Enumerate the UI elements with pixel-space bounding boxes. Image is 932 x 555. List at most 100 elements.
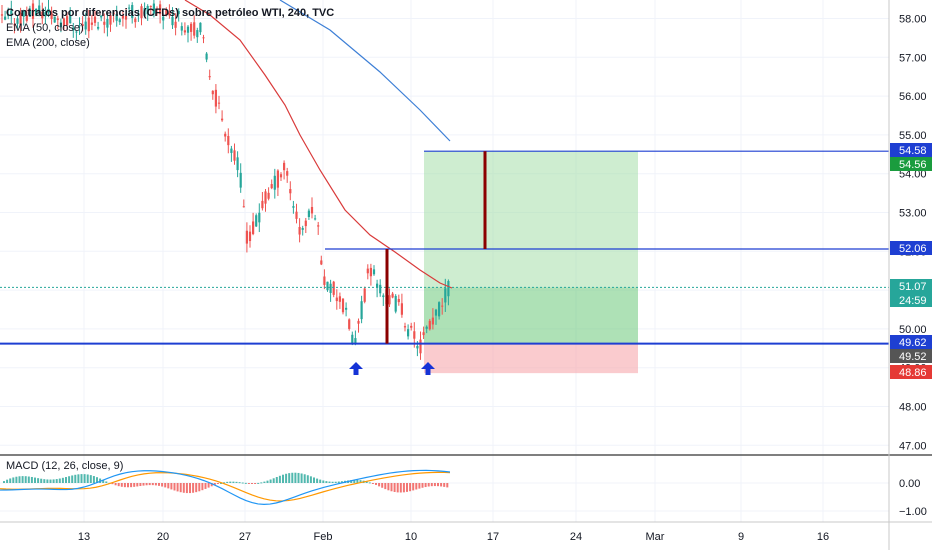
candle-body [16, 18, 19, 24]
macd-hist-bar [210, 483, 213, 487]
candle-body [320, 260, 323, 265]
macd-hist-bar [421, 483, 424, 488]
candle-body [425, 326, 428, 329]
candle-body [162, 16, 165, 21]
candle-body [447, 281, 450, 297]
candle-body [379, 284, 382, 294]
candle-body [391, 293, 394, 298]
candle-body [252, 221, 255, 235]
candle-body [335, 297, 338, 302]
candle-body [214, 89, 217, 107]
macd-hist-bar [49, 479, 52, 483]
x-tick-label: 17 [487, 531, 499, 543]
candle-body [152, 3, 155, 14]
macd-hist-bar [254, 483, 257, 484]
macd-hist-bar [306, 475, 309, 483]
macd-hist-bar [111, 483, 114, 485]
candle-body [4, 16, 7, 20]
macd-hist-bar [319, 479, 322, 483]
candle-body [59, 22, 62, 28]
macd-hist-bar [216, 483, 219, 484]
x-tick-label: 20 [157, 531, 169, 543]
macd-y-tick-label: 0.00 [899, 478, 920, 490]
candle-body [131, 5, 134, 18]
candle-body [28, 8, 31, 17]
macd-hist-bar [74, 474, 77, 483]
candle-body [341, 298, 345, 313]
price-label: 49.62 [899, 337, 927, 349]
candle-body [419, 339, 422, 354]
candle-body [394, 295, 397, 312]
candle-body [410, 325, 413, 328]
candle-body [93, 16, 97, 23]
macd-hist-bar [46, 479, 49, 483]
macd-hist-bar [282, 474, 284, 483]
candle-body [363, 288, 366, 302]
macd-hist-bar [350, 480, 353, 483]
macd-hist-bar [83, 474, 86, 483]
macd-hist-bar [102, 479, 105, 483]
candle-body [103, 21, 106, 25]
macd-hist-bar [133, 483, 136, 487]
candle-body [53, 16, 56, 23]
y-tick-label: 50.00 [899, 324, 927, 336]
profit-zone-filled [424, 287, 638, 344]
candle-body [165, 9, 168, 16]
macd-hist-bar [145, 483, 148, 486]
macd-hist-bar [446, 483, 449, 488]
macd-hist-bar [275, 477, 278, 483]
candle-body [186, 26, 190, 33]
candle-body [41, 11, 44, 19]
macd-hist-bar [356, 479, 359, 483]
candle-body [121, 15, 124, 19]
macd-hist-bar [257, 482, 260, 484]
candle-body [400, 303, 403, 315]
macd-hist-bar [55, 479, 58, 483]
candle-body [382, 295, 385, 298]
up-arrow-icon [421, 362, 435, 375]
macd-hist-bar [43, 479, 46, 483]
macd-hist-bar [213, 483, 216, 486]
macd-hist-bar [195, 483, 198, 493]
candle-body [140, 6, 143, 19]
macd-hist-bar [21, 476, 24, 483]
candle-body [416, 345, 419, 349]
up-arrow-icon [349, 362, 363, 375]
candle-body [196, 30, 199, 38]
candle-body [310, 206, 314, 214]
candle-body [100, 15, 103, 18]
x-tick-label: 24 [570, 531, 582, 543]
macd-hist-bar [260, 482, 263, 484]
candle-body [10, 10, 13, 15]
candle-body [202, 37, 205, 39]
macd-hist-bar [182, 483, 185, 493]
macd-hist-bar [278, 475, 281, 483]
candle-body [283, 162, 286, 171]
macd-line [0, 469, 451, 506]
price-label-box [890, 143, 932, 157]
candle-body [56, 18, 59, 21]
candle-body [369, 267, 372, 277]
candle-body [431, 317, 434, 325]
macd-hist-bar [226, 481, 229, 483]
y-tick-label: 47.00 [899, 440, 927, 452]
macd-hist-bar [309, 476, 312, 483]
candle-body [180, 26, 183, 31]
candle-body [62, 18, 66, 27]
macd-hist-bar [424, 483, 427, 488]
macd-hist-bar [412, 483, 415, 491]
candle-body [124, 15, 128, 20]
x-tick-label: 9 [738, 531, 744, 543]
macd-hist-bar [136, 483, 139, 487]
price-label: 51.07 [899, 281, 927, 293]
candle-body [146, 6, 149, 15]
candle-body [292, 206, 295, 208]
candle-body [72, 27, 75, 31]
candle-body [128, 7, 131, 9]
ema200-legend: EMA (200, close) [6, 37, 90, 49]
macd-hist-bar [331, 481, 334, 483]
candle-body [205, 53, 208, 60]
candle-body [25, 15, 28, 21]
